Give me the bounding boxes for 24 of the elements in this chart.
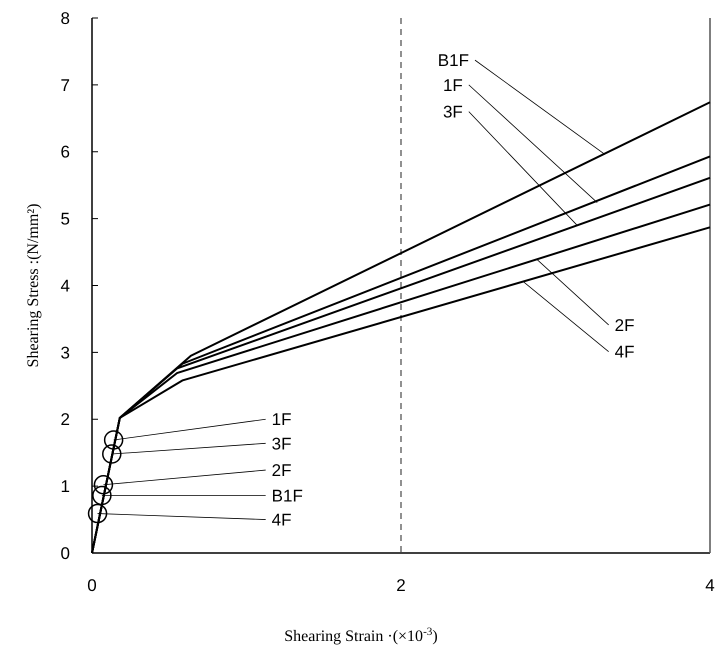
y-tick-label: 5 [60, 210, 70, 229]
y-tick-label: 1 [60, 477, 70, 496]
y-tick-label: 2 [60, 410, 70, 430]
annotation: B1F [438, 51, 469, 70]
y-tick-label: 4 [60, 276, 70, 296]
annotation: 3F [272, 434, 292, 454]
x-tick-label: 0 [87, 576, 97, 595]
y-axis-title: Shearing Stress :(N/mm²) [25, 204, 42, 368]
annotation: B1F [272, 486, 303, 506]
annotation: 2F [614, 316, 635, 335]
y-tick-label: 7 [60, 76, 70, 95]
annotation: 3F [442, 102, 463, 122]
y-tick-label: 3 [60, 343, 70, 362]
y-tick-label: 0 [60, 544, 70, 563]
annotation: 4F [272, 510, 292, 530]
annotation: 2F [272, 461, 292, 480]
y-tick-label: 8 [60, 8, 70, 28]
x-tick-label: 2 [396, 576, 406, 595]
x-tick-label: 4 [705, 576, 715, 595]
annotation: 1F [442, 76, 463, 95]
annotation: 1F [272, 410, 292, 430]
y-tick-label: 6 [60, 142, 70, 162]
annotation: 4F [614, 342, 635, 362]
x-axis-title: Shearing Strain ·(×10$^{-3}$) [284, 626, 438, 645]
